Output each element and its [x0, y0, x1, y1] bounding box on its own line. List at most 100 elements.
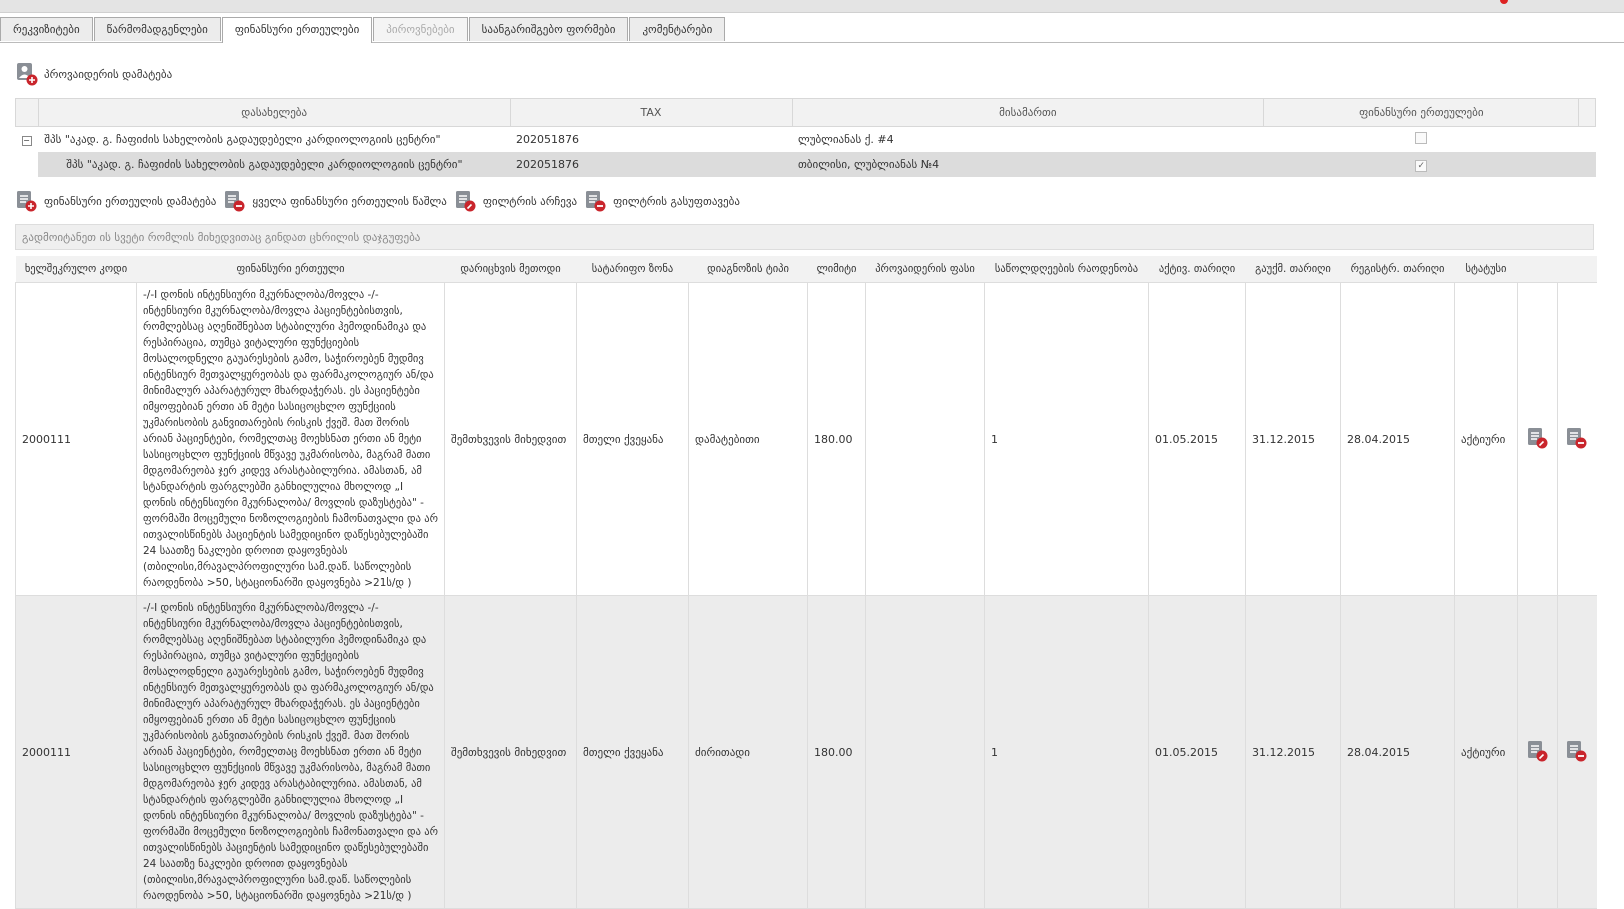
button-label: ფილტრის არჩევა: [482, 194, 578, 208]
cell-zone: მთელი ქვეყანა: [576, 282, 689, 596]
delete-button[interactable]: [1566, 740, 1588, 765]
cell-code: 2000111: [15, 595, 137, 909]
provider-name: შპს "აკად. გ. ჩაფიძის სახელობის გადაუდებ…: [44, 133, 441, 146]
button-label: ფილტრის გასუფთავება: [613, 194, 740, 208]
expander-cell: −: [16, 127, 39, 153]
edit-button[interactable]: [1527, 740, 1549, 765]
cell-reg: 28.04.2015: [1340, 282, 1455, 596]
icon: [586, 191, 606, 212]
icon: [455, 191, 476, 212]
cell-active: 01.05.2015: [1148, 595, 1246, 909]
cell-reg: 28.04.2015: [1340, 595, 1455, 909]
providers-table: დასახელება TAX მისამართი ფინანსური ერთეუ…: [15, 98, 1596, 177]
provider-row[interactable]: შპს "აკად. გ. ჩაფიძის სახელობის გადაუდებ…: [16, 152, 1596, 177]
provider-address: თბილისი, ლუბლიანას №4: [792, 152, 1264, 177]
provider-address: ლუბლიანას ქ. #4: [798, 133, 894, 146]
top-bar: [0, 0, 1624, 13]
column-header[interactable]: საწოლდღეების რაოდენობა: [984, 256, 1149, 283]
checkbox-cell: ✓: [1263, 152, 1579, 177]
tab[interactable]: ფინანსური ერთეულები: [221, 17, 373, 43]
header-cell: [15, 98, 39, 127]
header-cell: [1578, 98, 1596, 127]
toolbar-button[interactable]: ფილტრის გასუფთავება: [585, 190, 740, 212]
column-header[interactable]: ფინანსური ერთეული: [136, 256, 445, 283]
column-header[interactable]: ხელშეკრულო კოდი: [15, 256, 137, 283]
cell-limit: 180.00: [807, 595, 866, 909]
column-header: TAX: [509, 98, 793, 127]
cell-method: შემთხვევის მიხედვით: [444, 282, 577, 596]
column-header[interactable]: გაუქმ. თარიღი: [1245, 256, 1341, 283]
delete-button[interactable]: [1566, 427, 1588, 452]
cell-cancel: 31.12.2015: [1245, 282, 1341, 596]
cell-beds: 1: [984, 282, 1149, 596]
cell-active: 01.05.2015: [1148, 282, 1246, 596]
column-header[interactable]: სტატუსი: [1454, 256, 1518, 283]
tab-bar: რეკვიზიტები წარმომადგენლები ფინანსური ერთე…: [0, 17, 1624, 43]
cell-method: შემთხვევის მიხედვით: [444, 595, 577, 909]
toolbar-button[interactable]: ყველა ფინანსური ერთეულის წაშლა: [224, 190, 447, 212]
grid-row: 2000111 -/-I დონის ინტენსიური მკურნალობა/…: [15, 282, 1597, 596]
add-user-icon: [17, 63, 38, 86]
header-cell: [1557, 256, 1597, 283]
grid-row: 2000111 -/-I დონის ინტენსიური მკურნალობა/…: [15, 595, 1597, 909]
column-header[interactable]: აქტივ. თარიღი: [1148, 256, 1246, 283]
filler-cell: [1578, 152, 1596, 177]
provider-tax: 202051876: [516, 133, 580, 146]
cell-diag: ძირითადი: [688, 595, 808, 909]
icon: [17, 191, 37, 212]
tab[interactable]: წარმომადგენლები: [93, 17, 221, 41]
provider-tax: 202051876: [510, 152, 792, 177]
action-cell: [1557, 282, 1597, 596]
tab[interactable]: კომენტარები: [629, 17, 726, 41]
checkbox-cell: [1264, 127, 1579, 153]
add-provider-button[interactable]: პროვაიდერის დამატება: [16, 62, 172, 86]
button-label: პროვაიდერის დამატება: [44, 67, 173, 81]
cell-status: აქტიური: [1454, 595, 1518, 909]
toolbar: ფინანსური ერთეულის დამატება ყველა ფინანსუ…: [16, 190, 740, 212]
cell-limit: 180.00: [807, 282, 866, 596]
expand-toggle[interactable]: −: [21, 136, 32, 146]
checkbox[interactable]: ✓: [1415, 159, 1428, 172]
filler-cell: [1579, 127, 1596, 153]
tab: პიროვნებები: [373, 17, 468, 41]
column-header[interactable]: პროვაიდერის ფასი: [865, 256, 985, 283]
empty-cell: [865, 282, 985, 596]
icon: [1567, 427, 1587, 448]
column-header: ფინანსური ერთეულები: [1263, 98, 1580, 127]
column-header[interactable]: დიაგნოზის ტიპი: [688, 256, 808, 283]
cell-diag: დამატებითი: [688, 282, 808, 596]
tab[interactable]: რეკვიზიტები: [0, 17, 93, 41]
edit-button[interactable]: [1527, 427, 1549, 452]
action-cell: [1517, 595, 1558, 909]
button-label: ფინანსური ერთეულის დამატება: [44, 194, 217, 208]
unit-description: -/-I დონის ინტენსიური მკურნალობა/მოვლა -…: [136, 282, 445, 596]
header-cell: [1517, 256, 1558, 283]
group-panel: გადმოიტანეთ ის სვეტი რომლის მიხედვითაც გ…: [15, 224, 1594, 250]
column-header[interactable]: რეგისტრ. თარიღი: [1340, 256, 1455, 283]
provider-row[interactable]: − შპს "აკად. გ. ჩაფიძის სახელობის გადაუდე…: [16, 127, 1596, 153]
unit-description: -/-I დონის ინტენსიური მკურნალობა/მოვლა -…: [136, 595, 445, 909]
provider-name: შპს "აკად. გ. ჩაფიძის სახელობის გადაუდებ…: [38, 152, 511, 177]
empty-cell: [865, 595, 985, 909]
cell-cancel: 31.12.2015: [1245, 595, 1341, 909]
cell-code: 2000111: [15, 282, 137, 596]
expander-cell: [16, 152, 39, 177]
action-cell: [1557, 595, 1597, 909]
column-header[interactable]: ლიმიტი: [807, 256, 866, 283]
column-header: მისამართი: [791, 98, 1265, 127]
column-header[interactable]: დარიცხვის მეთოდი: [444, 256, 577, 283]
cell-zone: მთელი ქვეყანა: [576, 595, 689, 909]
cell-status: აქტიური: [1454, 282, 1518, 596]
units-grid: ხელშეკრულო კოდი ფინანსური ერთეული დარიცხვი…: [15, 256, 1597, 909]
toolbar-button[interactable]: ფილტრის არჩევა: [455, 190, 577, 212]
cell-beds: 1: [984, 595, 1149, 909]
icon: [1527, 427, 1547, 448]
icon: [1527, 740, 1547, 761]
button-label: ყველა ფინანსური ერთეულის წაშლა: [252, 194, 447, 208]
checkbox[interactable]: [1415, 132, 1428, 144]
icon: [1567, 740, 1587, 761]
toolbar-button[interactable]: ფინანსური ერთეულის დამატება: [16, 190, 216, 212]
tab[interactable]: საანგარიშგებო ფორმები: [468, 17, 629, 41]
column-header[interactable]: სატარიფო ზონა: [576, 256, 689, 283]
